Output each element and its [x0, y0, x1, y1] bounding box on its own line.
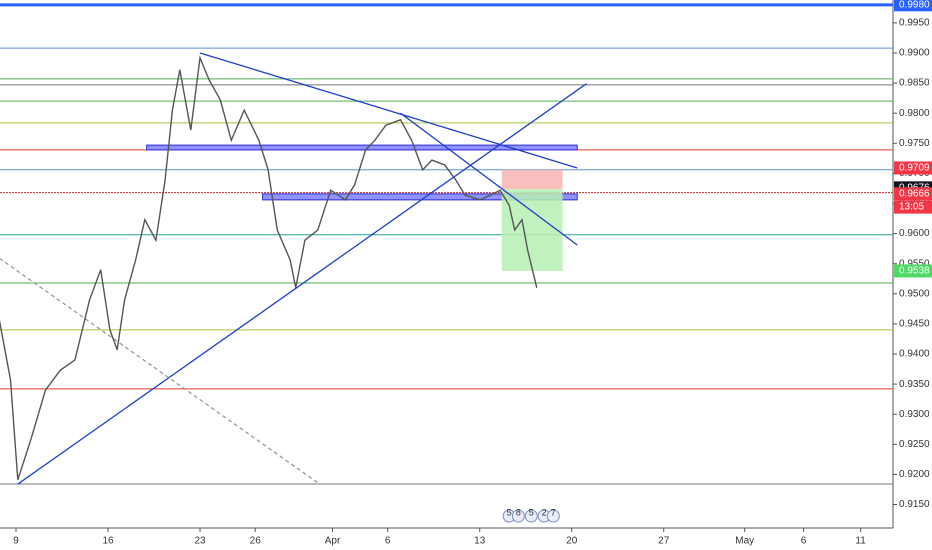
- y-tick-label: 0.9500: [899, 288, 930, 299]
- event-label: 8: [516, 507, 521, 517]
- price-badge: [894, 264, 932, 278]
- zone: [262, 193, 578, 201]
- event-marker: [524, 509, 538, 523]
- x-tick-label: Apr: [325, 536, 341, 547]
- trendline: [17, 83, 587, 485]
- price-badge-label: 0.9666: [899, 189, 930, 200]
- y-tick-label: 0.9850: [899, 78, 930, 89]
- trendline: [199, 52, 578, 169]
- price-badge-label: 0.9709: [899, 163, 930, 174]
- y-tick-label: 0.9800: [899, 108, 930, 119]
- price-badge: [894, 187, 932, 201]
- price-badge-label: 13:05: [899, 202, 924, 213]
- y-tick-label: 0.9250: [899, 439, 930, 450]
- price-badge: [894, 200, 932, 214]
- x-tick-label: 9: [13, 536, 19, 547]
- zone: [146, 144, 578, 151]
- x-tick-label: 6: [801, 536, 807, 547]
- zone: [501, 189, 563, 271]
- trendline: [0, 257, 320, 485]
- event-label: 5: [529, 507, 534, 517]
- x-tick-label: 27: [658, 536, 670, 547]
- price-badge-label: 0.9538: [899, 266, 930, 277]
- event-marker: [511, 509, 525, 523]
- y-tick-label: 0.9900: [899, 48, 930, 59]
- x-tick-label: 13: [474, 536, 486, 547]
- event-label: 7: [551, 507, 556, 517]
- y-tick-label: 0.9550: [899, 258, 930, 269]
- y-tick-label: 0.9400: [899, 349, 930, 360]
- y-tick-label: 0.9150: [899, 499, 930, 510]
- x-tick-label: 26: [250, 536, 262, 547]
- x-tick-label: 6: [385, 536, 391, 547]
- x-tick-label: 20: [566, 536, 578, 547]
- price-badge-label: 0.9980: [899, 0, 930, 10]
- x-tick-label: 16: [102, 536, 114, 547]
- y-tick-label: 0.9200: [899, 469, 930, 480]
- y-tick-label: 0.9750: [899, 138, 930, 149]
- price-badge: [894, 161, 932, 175]
- price-line: [0, 55, 538, 481]
- price-badge: [894, 0, 932, 12]
- event-label: 2: [542, 507, 547, 517]
- y-tick-label: 0.9300: [899, 409, 930, 420]
- y-tick-label: 0.9950: [899, 18, 930, 29]
- x-tick-label: 11: [855, 536, 866, 547]
- x-tick-label: 23: [194, 536, 206, 547]
- event-label: 5: [507, 507, 512, 517]
- y-tick-label: 0.9600: [899, 228, 930, 239]
- trendline: [400, 112, 578, 246]
- y-tick-label: 0.9350: [899, 379, 930, 390]
- x-tick-label: May: [735, 536, 754, 547]
- y-tick-label: 0.9450: [899, 319, 930, 330]
- zone: [501, 169, 563, 190]
- event-marker: [546, 509, 560, 523]
